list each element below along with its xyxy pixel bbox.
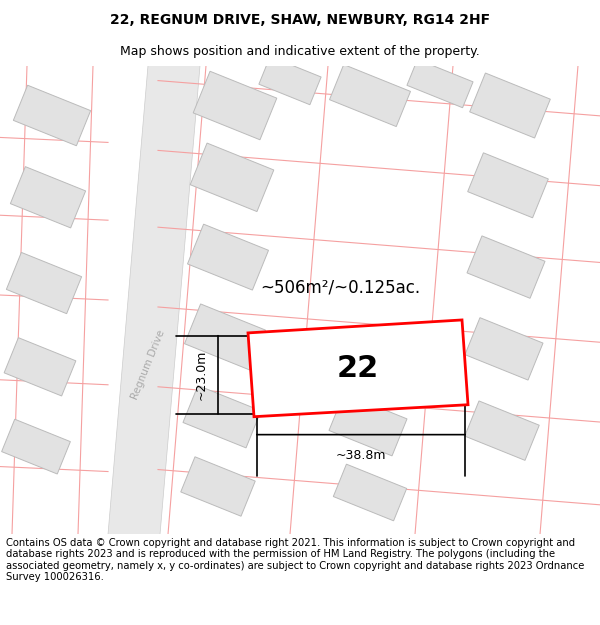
Polygon shape [465, 401, 539, 461]
Polygon shape [465, 318, 543, 380]
Polygon shape [407, 59, 473, 108]
Polygon shape [190, 143, 274, 212]
Polygon shape [2, 419, 70, 474]
Text: Map shows position and indicative extent of the property.: Map shows position and indicative extent… [120, 45, 480, 58]
Polygon shape [329, 64, 410, 127]
Polygon shape [4, 338, 76, 396]
Polygon shape [193, 71, 277, 140]
Polygon shape [467, 236, 545, 298]
Polygon shape [183, 386, 261, 448]
Text: ~38.8m: ~38.8m [336, 449, 386, 462]
Polygon shape [7, 253, 82, 314]
Text: 22, REGNUM DRIVE, SHAW, NEWBURY, RG14 2HF: 22, REGNUM DRIVE, SHAW, NEWBURY, RG14 2H… [110, 12, 490, 27]
Text: ~506m²/~0.125ac.: ~506m²/~0.125ac. [260, 278, 420, 296]
Polygon shape [10, 167, 86, 228]
Polygon shape [187, 224, 269, 290]
Polygon shape [467, 152, 548, 218]
Polygon shape [184, 304, 266, 370]
Text: Contains OS data © Crown copyright and database right 2021. This information is : Contains OS data © Crown copyright and d… [6, 538, 584, 582]
Polygon shape [334, 464, 407, 521]
Polygon shape [259, 56, 321, 105]
Text: ~23.0m: ~23.0m [195, 349, 208, 400]
Polygon shape [181, 457, 255, 516]
Polygon shape [329, 394, 407, 456]
Polygon shape [13, 85, 91, 146]
Polygon shape [470, 73, 550, 138]
Text: 22: 22 [337, 354, 379, 383]
Polygon shape [108, 66, 200, 534]
Text: Regnum Drive: Regnum Drive [130, 329, 167, 401]
Polygon shape [248, 320, 468, 417]
